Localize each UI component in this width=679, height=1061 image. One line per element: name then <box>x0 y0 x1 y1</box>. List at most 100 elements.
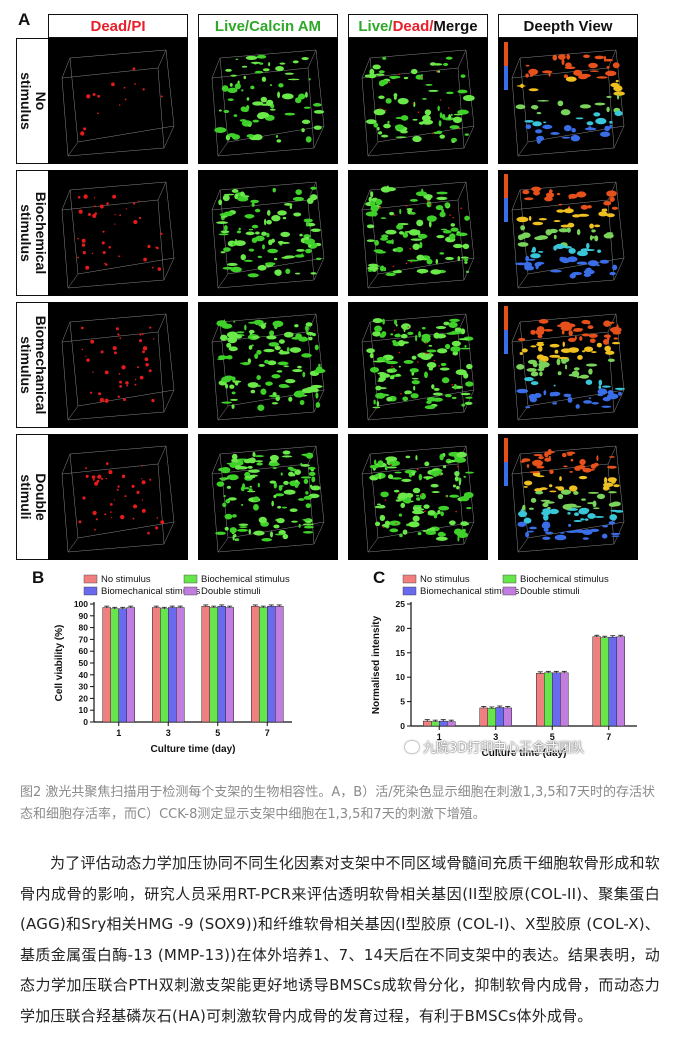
bar <box>431 721 440 727</box>
y-tick-label: 10 <box>79 705 89 715</box>
y-tick-label: 50 <box>79 658 89 668</box>
x-axis-label: Culture time (day) <box>150 744 235 755</box>
x-axis-label: Culture time (day) <box>481 748 566 759</box>
legend-swatch <box>183 574 198 584</box>
row-label-text: Biomechanical stimulus <box>18 315 49 415</box>
column-header-part: Deepth View <box>523 17 613 35</box>
bar <box>176 607 185 723</box>
legend-label: Biochemical stimulus <box>520 574 609 585</box>
bar <box>259 607 268 723</box>
y-tick-label: 0 <box>83 717 88 727</box>
bar <box>160 608 169 723</box>
x-tick-label: 7 <box>265 728 270 738</box>
bar <box>479 707 488 727</box>
micrograph-r4-c2 <box>198 434 338 560</box>
column-header-1: Dead/PI <box>48 14 188 38</box>
micrograph-r3-c2 <box>198 302 338 428</box>
bar <box>608 636 617 727</box>
watermark-text: 九院3D打印中心王金武团队 <box>423 741 585 756</box>
x-tick-label: 3 <box>166 728 171 738</box>
y-tick-label: 25 <box>396 599 406 609</box>
bar <box>168 607 177 723</box>
micrograph-r1-c4 <box>498 38 638 164</box>
legend-label: Double stimuli <box>520 586 580 597</box>
micrograph-r4-c3 <box>348 434 488 560</box>
chart-b: B No stimulus Biochemical stimulus Biomech… <box>28 566 308 778</box>
row-label-text: Biochemical stimulus <box>18 191 49 275</box>
row-label-2: Biochemical stimulus <box>16 170 50 296</box>
x-tick-label: 1 <box>437 732 442 742</box>
y-axis-label: Cell viability (%) <box>54 625 65 702</box>
x-tick-label: 7 <box>606 732 611 742</box>
x-tick-label: 5 <box>215 728 220 738</box>
micrograph-r2-c3 <box>348 170 488 296</box>
bar <box>209 607 218 723</box>
micrograph-r2-c1 <box>48 170 188 296</box>
y-tick-label: 5 <box>400 697 405 707</box>
y-axis-label: Normalised intensity <box>371 615 382 714</box>
legend-label: Biomechanical stimulus <box>420 586 520 597</box>
bar <box>495 707 504 727</box>
bar <box>600 637 609 727</box>
bar <box>560 672 569 727</box>
micrograph-r3-c3 <box>348 302 488 428</box>
row-label-1: No stimulus <box>16 38 50 164</box>
micrograph-r1-c3 <box>348 38 488 164</box>
legend-swatch <box>83 586 98 596</box>
micrograph-r2-c2 <box>198 170 338 296</box>
legend-label: Biochemical stimulus <box>201 574 290 585</box>
chart-c-svg: No stimulus Biochemical stimulusBiomechan… <box>371 574 637 759</box>
micrograph-r1-c2 <box>198 38 338 164</box>
y-tick-label: 60 <box>79 646 89 656</box>
bar <box>439 720 448 727</box>
bar <box>110 608 119 723</box>
legend-label: Double stimuli <box>201 586 261 597</box>
chart-c: C No stimulus Biochemical stimulus Biomech… <box>355 566 645 778</box>
micrograph-r3-c4 <box>498 302 638 428</box>
y-tick-label: 100 <box>74 599 88 609</box>
bar <box>447 721 456 727</box>
legend-swatch <box>502 574 517 584</box>
panel-letter-a: A <box>18 10 31 29</box>
bar <box>275 606 284 723</box>
column-header-3: Live/Dead/Merge <box>348 14 488 38</box>
bar <box>592 636 601 727</box>
bar <box>616 636 625 727</box>
column-header-part: Merge <box>433 17 478 35</box>
micrograph-r3-c1 <box>48 302 188 428</box>
row-label-text: No stimulus <box>18 72 49 130</box>
column-header-2: Live/Calcin AM <box>198 14 338 38</box>
watermark: 九院3D打印中心王金武团队 <box>405 737 584 756</box>
legend-swatch <box>402 586 417 596</box>
bar <box>267 606 276 723</box>
x-tick-label: 1 <box>116 728 121 738</box>
y-tick-label: 0 <box>400 721 405 731</box>
bar <box>217 606 226 723</box>
y-tick-label: 90 <box>79 611 89 621</box>
y-tick-label: 30 <box>79 682 89 692</box>
y-tick-label: 20 <box>396 623 406 633</box>
bar <box>536 673 545 727</box>
row-label-text: Double stimuli <box>18 473 49 521</box>
figure-panel-a: A Dead/PI Live/Calcin AM Live/Dead/Merge De… <box>10 8 670 564</box>
micrograph-r4-c1 <box>48 434 188 560</box>
bar <box>102 607 111 723</box>
legend-swatch <box>183 586 198 596</box>
micrograph-r1-c1 <box>48 38 188 164</box>
panel-letter-b: B <box>32 568 45 587</box>
legend-label: No stimulus <box>101 574 151 585</box>
bar <box>126 607 135 723</box>
legend-swatch <box>83 574 98 584</box>
bar <box>552 672 561 727</box>
y-tick-label: 70 <box>79 634 89 644</box>
column-header-part: Dead/ <box>392 17 434 35</box>
column-header-part: Dead/PI <box>90 17 146 35</box>
column-header-4: Deepth View <box>498 14 638 38</box>
bar <box>118 608 127 723</box>
chart-b-svg: No stimulus Biochemical stimulusBiomechan… <box>54 574 292 755</box>
body-paragraph: 为了评估动态力学加压协同不同生化因素对支架中不同区域骨髓间充质干细胞软骨形成和软… <box>20 854 660 1025</box>
micrograph-r4-c4 <box>498 434 638 560</box>
micrograph-r2-c4 <box>498 170 638 296</box>
legend-swatch <box>502 586 517 596</box>
bar <box>201 606 210 723</box>
